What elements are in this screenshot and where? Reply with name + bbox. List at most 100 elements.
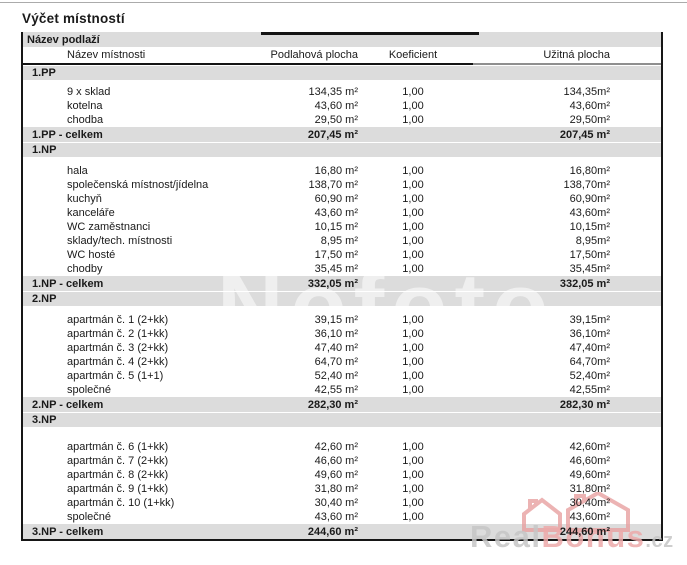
room-row: apartmán č. 8 (2+kk) 49,60 m² 1,00 49,60… [23, 468, 661, 482]
room-row: apartmán č. 10 (1+kk) 30,40 m² 1,00 30,4… [23, 496, 661, 510]
room-name: kotelna [67, 100, 103, 112]
room-coefficient: 1,00 [402, 314, 424, 326]
room-coefficient: 1,00 [402, 469, 424, 481]
room-usable-area: 46,60m² [569, 455, 610, 467]
room-usable-area: 43,60m² [569, 100, 610, 112]
room-name: WC zaměstnanci [67, 221, 151, 233]
room-name: apartmán č. 9 (1+kk) [67, 483, 169, 495]
room-name: apartmán č. 8 (2+kk) [67, 469, 169, 481]
room-coefficient: 1,00 [402, 86, 424, 98]
section-label: 1.PP [32, 67, 56, 79]
section-total-row: 2.NP - celkem 282,30 m² 282,30 m² [23, 397, 661, 412]
room-row: chodby 35,45 m² 1,00 35,45m² [23, 262, 661, 276]
room-usable-area: 47,40m² [569, 342, 610, 354]
room-coefficient: 1,00 [402, 384, 424, 396]
section-total-row: 3.NP - celkem 244,60 m² 244,60 m² [23, 524, 661, 539]
room-coefficient: 1,00 [402, 511, 424, 523]
room-floor-area: 46,60 m² [314, 455, 358, 467]
room-row: sklady/tech. místnosti 8,95 m² 1,00 8,95… [23, 234, 661, 248]
room-usable-area: 52,40m² [569, 370, 610, 382]
room-row: společné 42,55 m² 1,00 42,55m² [23, 383, 661, 397]
room-coefficient: 1,00 [402, 235, 424, 247]
section-label: 3.NP [32, 414, 57, 426]
section-total-usable-area: 332,05 m² [559, 277, 610, 290]
section-total-floor-area: 332,05 m² [307, 277, 358, 290]
room-coefficient: 1,00 [402, 114, 424, 126]
room-coefficient: 1,00 [402, 342, 424, 354]
room-coefficient: 1,00 [402, 207, 424, 219]
section-total-floor-area: 282,30 m² [307, 398, 358, 411]
section-gap [23, 427, 661, 440]
room-row: apartmán č. 9 (1+kk) 31,80 m² 1,00 31,80… [23, 482, 661, 496]
room-usable-area: 60,90m² [569, 193, 610, 205]
room-usable-area: 17,50m² [569, 249, 610, 261]
header-underline [23, 63, 661, 65]
rooms-table: Název podlaží Název místnosti Podlahová … [21, 32, 673, 554]
room-name: WC hosté [67, 249, 116, 261]
room-row: kanceláře 43,60 m² 1,00 43,60m² [23, 206, 661, 220]
room-floor-area: 47,40 m² [314, 342, 358, 354]
room-coefficient: 1,00 [402, 179, 424, 191]
room-floor-area: 42,55 m² [314, 384, 358, 396]
room-usable-area: 39,15m² [569, 314, 610, 326]
room-floor-area: 134,35 m² [308, 86, 358, 98]
room-floor-area: 39,15 m² [314, 314, 358, 326]
room-row: kotelna 43,60 m² 1,00 43,60m² [23, 99, 661, 113]
room-floor-area: 60,90 m² [314, 193, 358, 205]
room-usable-area: 16,80m² [569, 165, 610, 177]
room-floor-area: 36,10 m² [314, 328, 358, 340]
room-coefficient: 1,00 [402, 455, 424, 467]
room-coefficient: 1,00 [402, 165, 424, 177]
room-usable-area: 49,60m² [569, 469, 610, 481]
room-row: apartmán č. 2 (1+kk) 36,10 m² 1,00 36,10… [23, 327, 661, 341]
room-usable-area: 42,60m² [569, 441, 610, 453]
room-floor-area: 52,40 m² [314, 370, 358, 382]
section-total-usable-area: 207,45 m² [559, 128, 610, 141]
page-title: Výčet místností [22, 11, 125, 26]
room-floor-area: 42,60 m² [314, 441, 358, 453]
section-header-row: 1.NP [23, 142, 661, 157]
section-total-label: 3.NP - celkem [32, 525, 104, 538]
table-sections: 1.PP 9 x sklad 134,35 m² 1,00 134,35m² k… [23, 65, 661, 539]
floor-header-label: Název podlaží [27, 33, 100, 46]
section-total-floor-area: 244,60 m² [307, 525, 358, 538]
column-header-row: Název místnosti Podlahová plocha Koefici… [23, 47, 661, 63]
room-row: apartmán č. 7 (2+kk) 46,60 m² 1,00 46,60… [23, 454, 661, 468]
room-row: kuchyň 60,90 m² 1,00 60,90m² [23, 192, 661, 206]
room-row: společenská místnost/jídelna 138,70 m² 1… [23, 178, 661, 192]
section-rows: 9 x sklad 134,35 m² 1,00 134,35m² koteln… [23, 85, 661, 127]
room-name: hala [67, 165, 88, 177]
section-total-label: 2.NP - celkem [32, 398, 104, 411]
room-usable-area: 35,45m² [569, 263, 610, 275]
room-row: apartmán č. 5 (1+1) 52,40 m² 1,00 52,40m… [23, 369, 661, 383]
col-header-room-name: Název místnosti [67, 49, 146, 61]
room-coefficient: 1,00 [402, 441, 424, 453]
room-floor-area: 8,95 m² [320, 235, 358, 247]
room-name: společné [67, 511, 112, 523]
room-name: společné [67, 384, 112, 396]
room-name: apartmán č. 2 (1+kk) [67, 328, 169, 340]
section-header-row: 1.PP [23, 65, 661, 80]
section-total-label: 1.PP - celkem [32, 128, 103, 141]
room-name: apartmán č. 7 (2+kk) [67, 455, 169, 467]
room-floor-area: 30,40 m² [314, 497, 358, 509]
section-total-row: 1.PP - celkem 207,45 m² 207,45 m² [23, 127, 661, 142]
room-floor-area: 43,60 m² [314, 511, 358, 523]
section-gap [23, 80, 661, 85]
room-name: kanceláře [67, 207, 115, 219]
section-rows: apartmán č. 6 (1+kk) 42,60 m² 1,00 42,60… [23, 440, 661, 524]
room-row: apartmán č. 1 (2+kk) 39,15 m² 1,00 39,15… [23, 313, 661, 327]
section-total-row: 1.NP - celkem 332,05 m² 332,05 m² [23, 276, 661, 291]
room-name: apartmán č. 4 (2+kk) [67, 356, 169, 368]
room-row: hala 16,80 m² 1,00 16,80m² [23, 164, 661, 178]
room-name: sklady/tech. místnosti [67, 235, 173, 247]
room-usable-area: 138,70m² [563, 179, 610, 191]
room-row: apartmán č. 4 (2+kk) 64,70 m² 1,00 64,70… [23, 355, 661, 369]
room-row: WC zaměstnanci 10,15 m² 1,00 10,15m² [23, 220, 661, 234]
room-coefficient: 1,00 [402, 370, 424, 382]
room-usable-area: 43,60m² [569, 511, 610, 523]
room-floor-area: 35,45 m² [314, 263, 358, 275]
room-usable-area: 64,70m² [569, 356, 610, 368]
room-floor-area: 29,50 m² [314, 114, 358, 126]
room-floor-area: 64,70 m² [314, 356, 358, 368]
